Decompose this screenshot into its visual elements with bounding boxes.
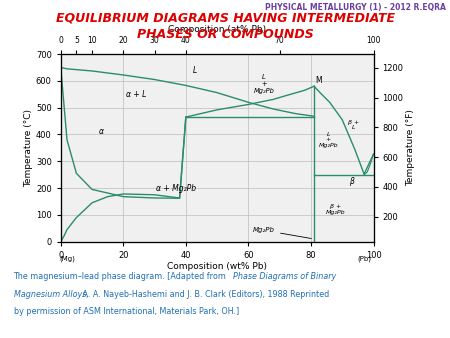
Text: EQUILIBRIUM DIAGRAMS HAVING INTERMEDIATE: EQUILIBRIUM DIAGRAMS HAVING INTERMEDIATE xyxy=(55,12,395,25)
X-axis label: Composition (wt% Pb): Composition (wt% Pb) xyxy=(167,263,267,271)
Text: Magnesium Alloys,: Magnesium Alloys, xyxy=(14,290,88,299)
Text: PHASES OR COMPOUNDS: PHASES OR COMPOUNDS xyxy=(137,28,313,41)
Text: β: β xyxy=(349,177,354,186)
Text: α: α xyxy=(99,127,104,137)
Text: Mg₂Pb: Mg₂Pb xyxy=(253,227,311,239)
Y-axis label: Temperature (°C): Temperature (°C) xyxy=(24,109,33,187)
Text: β +
Mg₂Pb: β + Mg₂Pb xyxy=(326,204,346,215)
Text: (Mg): (Mg) xyxy=(59,256,75,262)
Y-axis label: Temperature (°F): Temperature (°F) xyxy=(406,110,415,186)
Text: (Pb): (Pb) xyxy=(357,256,371,262)
Text: The magnesium–lead phase diagram. [Adapted from: The magnesium–lead phase diagram. [Adapt… xyxy=(14,272,229,281)
Text: α + L: α + L xyxy=(126,90,146,99)
X-axis label: Composition (at% Pb): Composition (at% Pb) xyxy=(168,25,266,34)
Text: L: L xyxy=(193,66,198,75)
Text: Phase Diagrams of Binary: Phase Diagrams of Binary xyxy=(233,272,336,281)
Text: α + Mg₂Pb: α + Mg₂Pb xyxy=(157,184,197,193)
Text: M: M xyxy=(315,76,322,85)
Text: PHYSICAL METALLURGY (1) - 2012 R.EQRA: PHYSICAL METALLURGY (1) - 2012 R.EQRA xyxy=(265,3,446,12)
Text: L
+
Mg₂Pb: L + Mg₂Pb xyxy=(254,74,274,94)
Text: β +
L: β + L xyxy=(347,120,359,130)
Text: by permission of ASM International, Materials Park, OH.]: by permission of ASM International, Mate… xyxy=(14,307,239,316)
Text: A. A. Nayeb-Hashemi and J. B. Clark (Editors), 1988 Reprinted: A. A. Nayeb-Hashemi and J. B. Clark (Edi… xyxy=(80,290,329,299)
Text: L
+
Mg₂Pb: L + Mg₂Pb xyxy=(318,131,338,148)
